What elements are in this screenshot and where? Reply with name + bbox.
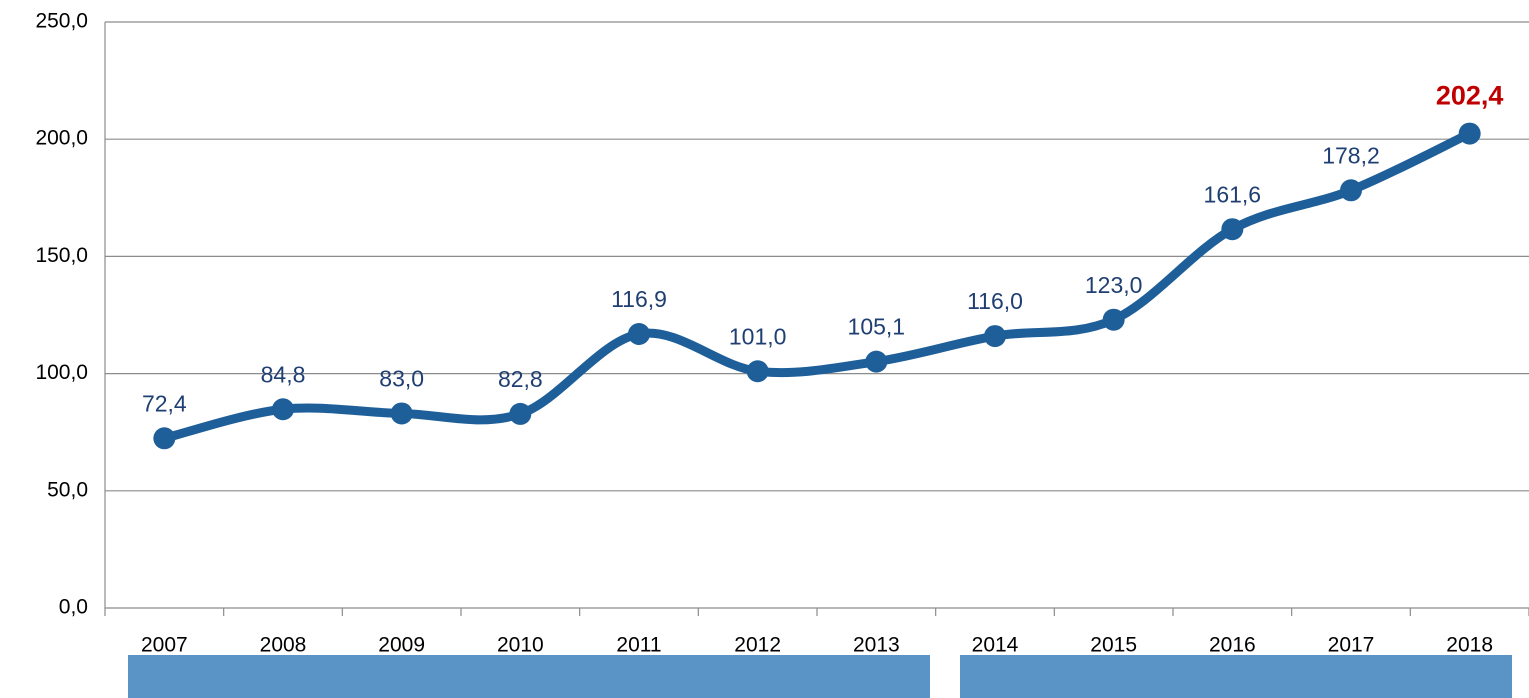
value-label: 105,1 (848, 314, 906, 340)
point (272, 398, 294, 420)
y-tick-label: 0,0 (59, 596, 88, 619)
x-tick-label: 2010 (497, 634, 544, 657)
x-tick-label: 2008 (260, 634, 307, 657)
x-tick-label: 2009 (378, 634, 425, 657)
point (1221, 218, 1243, 240)
x-tick-label: 2017 (1328, 634, 1375, 657)
y-tick-label: 200,0 (35, 127, 88, 150)
value-label: 123,0 (1085, 272, 1143, 298)
point (747, 360, 769, 382)
point (153, 427, 175, 449)
x-tick-label: 2018 (1446, 634, 1493, 657)
footer-band (128, 655, 930, 698)
footer-band (960, 655, 1512, 698)
value-label: 82,8 (498, 366, 543, 392)
value-label: 178,2 (1322, 142, 1380, 168)
page: 0,0 50,0 100,0 150,0 200,0 250,0 2007 2008 2009 2… (0, 0, 1529, 698)
x-tick-label: 2016 (1209, 634, 1256, 657)
x-tick-label: 2007 (141, 634, 188, 657)
point (509, 403, 531, 425)
value-label: 161,6 (1204, 181, 1262, 207)
point (1340, 179, 1362, 201)
point (1459, 123, 1481, 145)
point (865, 351, 887, 373)
line (164, 134, 1469, 439)
value-label: 101,0 (729, 323, 787, 349)
x-tick-label: 2012 (734, 634, 781, 657)
value-label: 116,9 (611, 286, 667, 312)
x-tick-label: 2013 (853, 634, 900, 657)
value-label: 202,4 (1436, 81, 1504, 111)
point (984, 325, 1006, 347)
x-tick-label: 2014 (972, 634, 1019, 657)
x-tick-label: 2015 (1090, 634, 1137, 657)
point (391, 402, 413, 424)
x-tick-label: 2011 (616, 634, 661, 657)
y-tick-label: 100,0 (35, 361, 88, 384)
value-label: 84,8 (261, 361, 306, 387)
value-label: 116,0 (967, 288, 1023, 314)
chart: 0,0 50,0 100,0 150,0 200,0 250,0 2007 2008 2009 2… (0, 0, 1529, 698)
value-label: 83,0 (379, 366, 424, 392)
point (1103, 309, 1125, 331)
y-tick-label: 150,0 (35, 244, 88, 267)
value-label: 72,4 (142, 390, 187, 416)
y-tick-label: 50,0 (47, 478, 88, 501)
y-tick-label: 250,0 (35, 10, 88, 33)
point (628, 323, 650, 345)
